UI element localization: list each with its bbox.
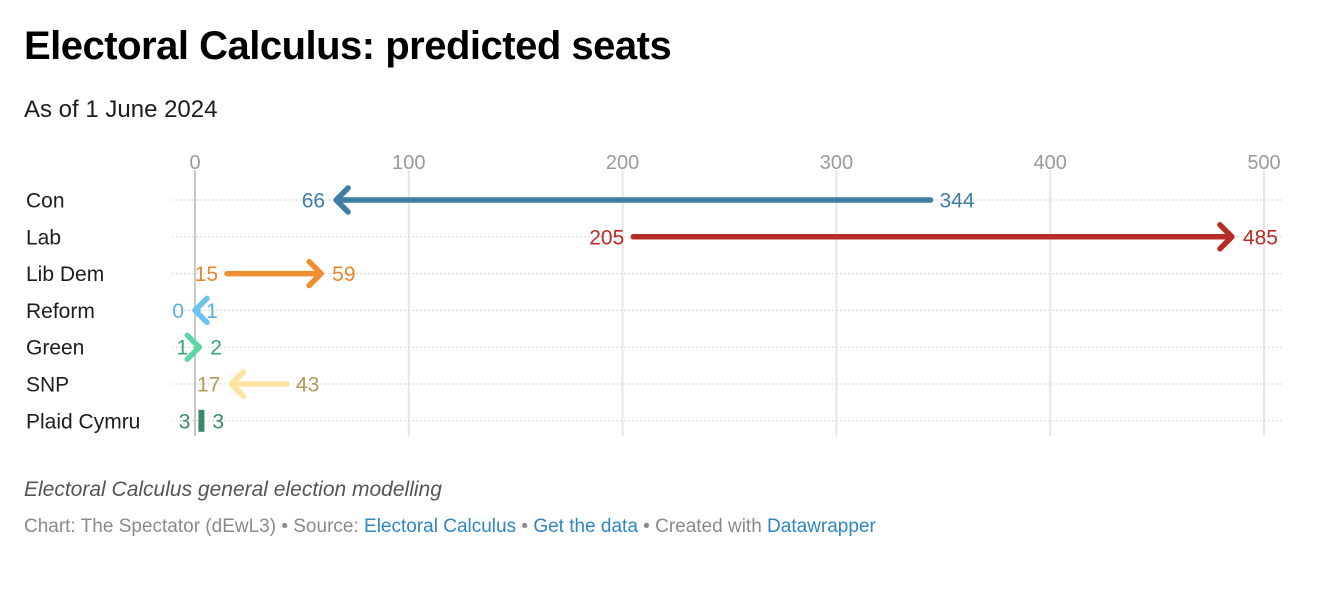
value-label-right: 2 [210, 337, 222, 360]
row-label: Lib Dem [26, 263, 104, 286]
arrow-lab: 205 485 [589, 222, 1278, 252]
chart-notes: Electoral Calculus general election mode… [24, 478, 442, 501]
value-label-right: 485 [1243, 226, 1278, 249]
value-label-right: 59 [332, 263, 355, 286]
arrow-head [1217, 222, 1235, 252]
value-label-left: 1 [176, 337, 188, 360]
value-label-left: 17 [197, 374, 220, 397]
arrow-head [192, 295, 210, 326]
arrow-head [228, 369, 247, 399]
value-label-left: 0 [172, 300, 184, 323]
arrow-head [306, 258, 324, 289]
source-link[interactable]: Electoral Calculus [364, 516, 517, 537]
row-label: Green [26, 337, 84, 360]
value-label-right: 43 [296, 374, 319, 397]
row-label: SNP [26, 374, 69, 397]
value-label-left: 205 [589, 226, 624, 249]
row-label: Con [26, 190, 65, 213]
x-tick-label: 500 [1247, 152, 1280, 174]
byline-created-with: • Created with [637, 516, 768, 537]
value-label-left: 3 [179, 410, 191, 433]
x-tick-label: 100 [392, 152, 425, 174]
datawrapper-link[interactable]: Datawrapper [767, 516, 876, 537]
x-tick-label: 400 [1034, 152, 1067, 174]
arrow-snp: 17 43 [197, 369, 319, 399]
value-label-left: 15 [195, 263, 218, 286]
x-tick-label: 0 [189, 152, 200, 174]
arrow-head [333, 185, 351, 215]
get-data-link[interactable]: Get the data [533, 516, 638, 537]
value-label-right: 344 [939, 190, 974, 213]
byline: Chart: The Spectator (dEwL3) • Source: E… [24, 516, 876, 538]
byline-separator: • [516, 516, 534, 537]
arrow-head [184, 332, 203, 362]
no-change-marker [198, 409, 205, 432]
row-label: Lab [26, 226, 61, 249]
row-label: Plaid Cymru [26, 410, 140, 433]
chart-title: Electoral Calculus: predicted seats [24, 24, 672, 68]
value-label-right: 1 [206, 300, 218, 323]
grid: 0 100 200 300 400 500 [189, 152, 1281, 436]
rows: Con Lab Lib Dem Reform Green SNP Plaid Cymru [26, 190, 1282, 433]
value-label-left: 66 [302, 190, 325, 213]
arrow-lib-dem: 15 59 [195, 258, 356, 289]
x-tick-label: 200 [606, 152, 639, 174]
row-label: Reform [26, 300, 95, 323]
byline-prefix: Chart: The Spectator (dEwL3) • Source: [24, 516, 365, 537]
x-tick-label: 300 [820, 152, 853, 174]
arrow-con: 66 344 [302, 185, 975, 215]
chart-subtitle: As of 1 June 2024 [24, 96, 218, 123]
value-label-right: 3 [212, 410, 224, 433]
